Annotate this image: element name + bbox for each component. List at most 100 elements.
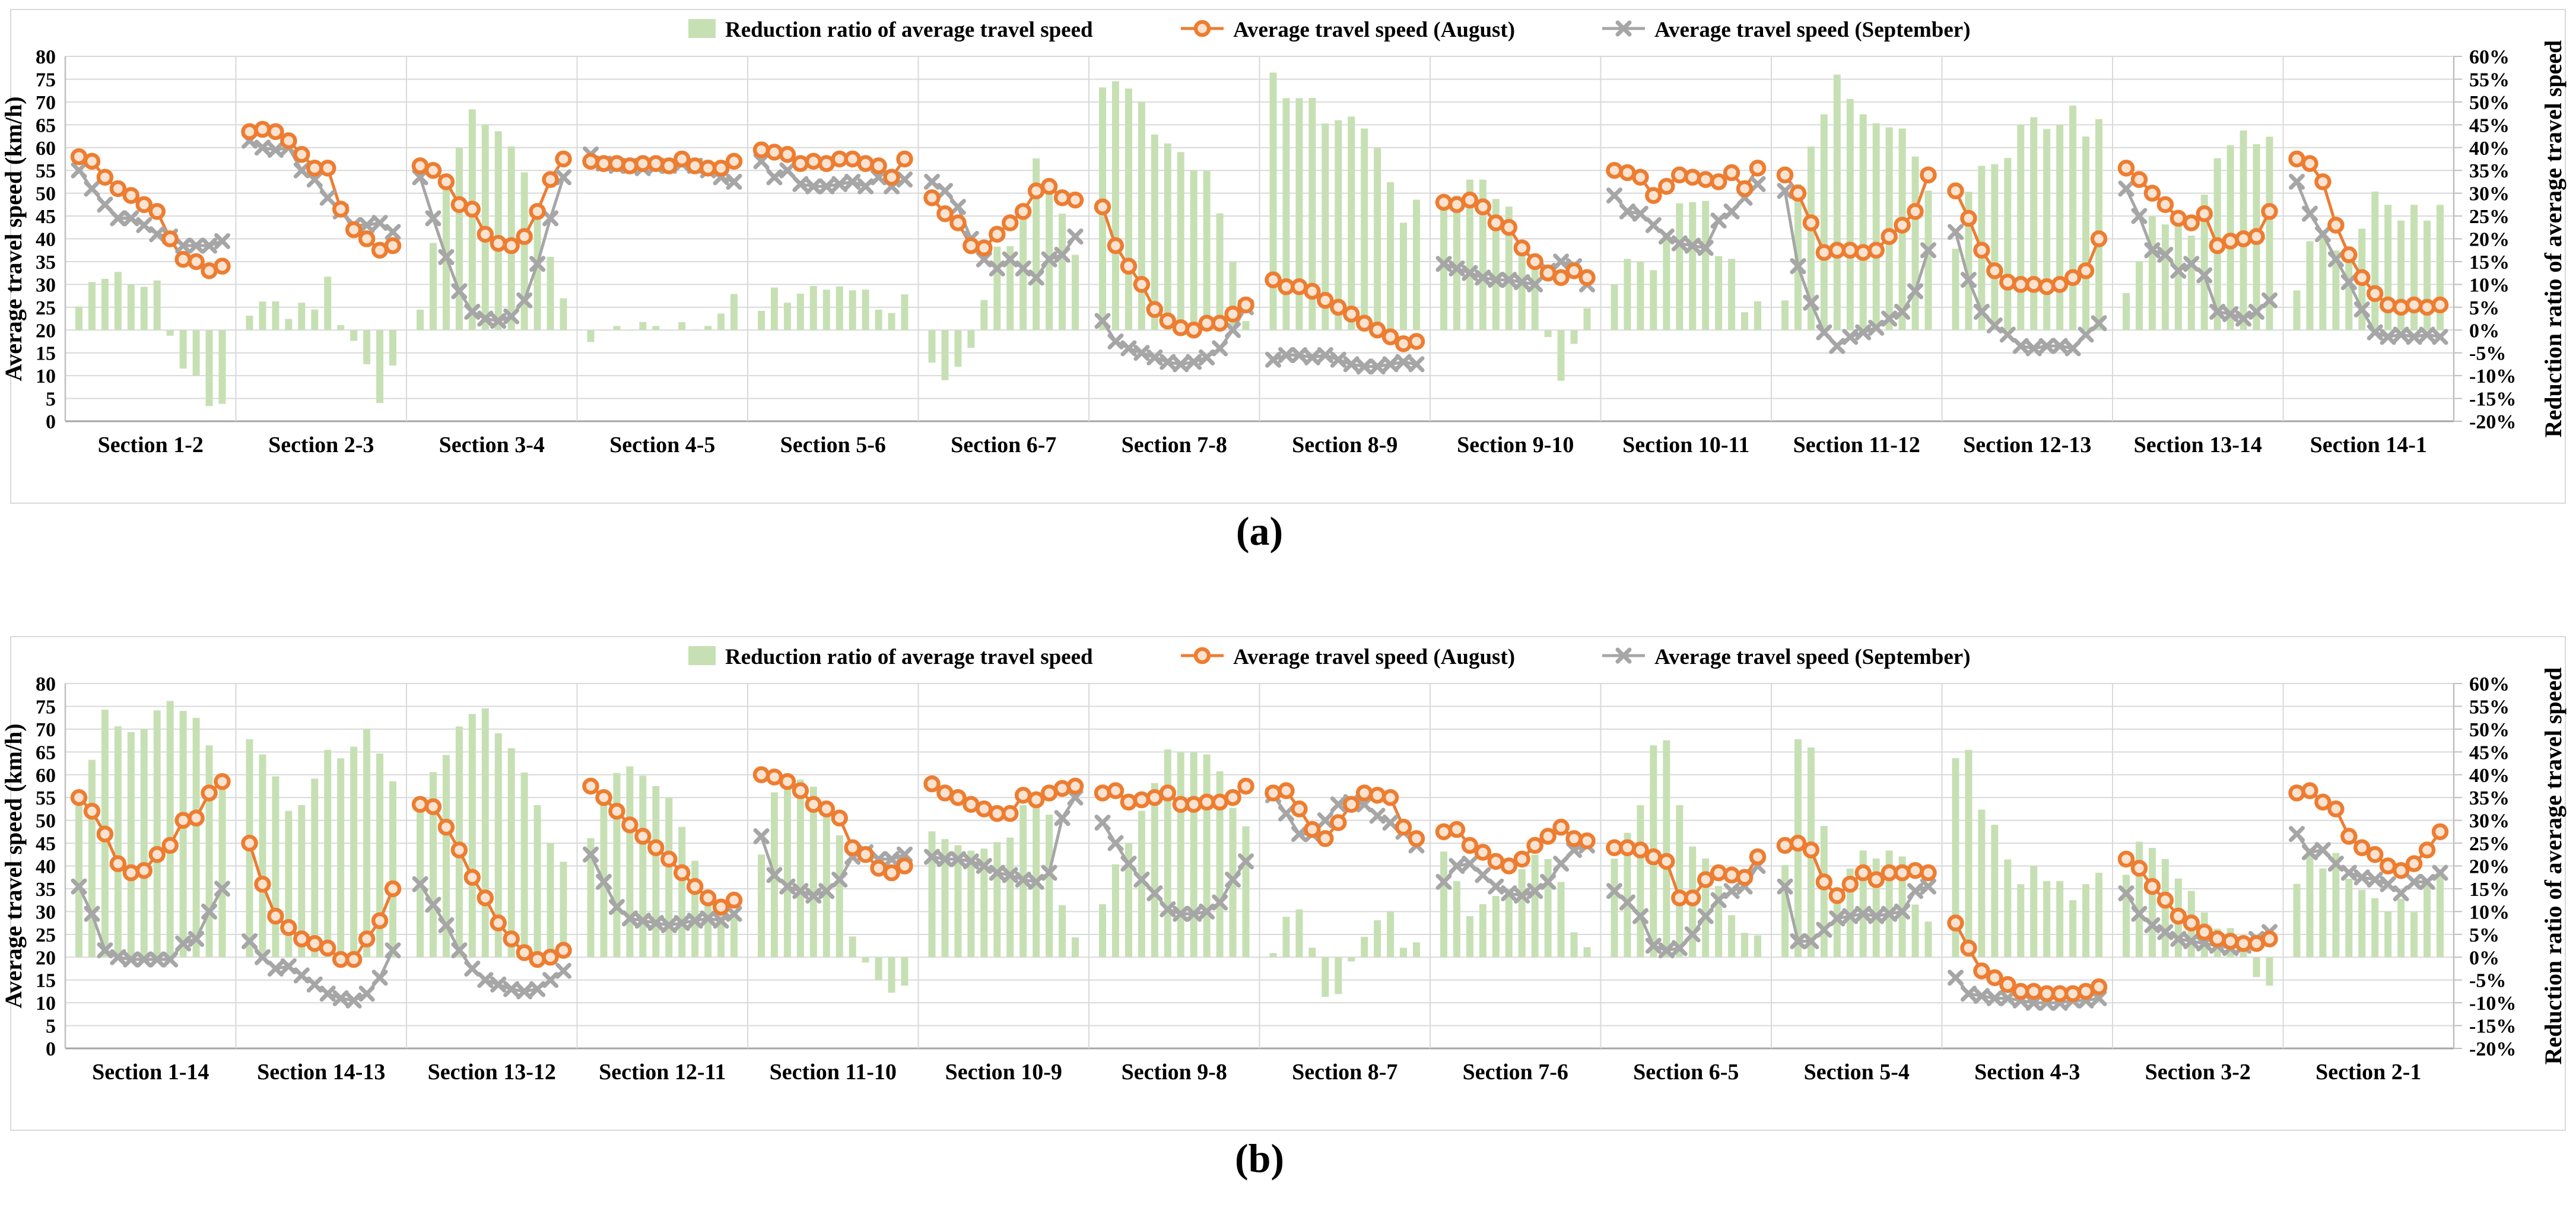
reduction-bar [1125,843,1132,958]
august-marker [306,934,323,952]
reduction-bar [758,854,765,958]
august-marker [2077,983,2095,1000]
september-marker [1553,856,1570,872]
reduction-bar [2069,105,2077,330]
september-marker [2183,256,2200,272]
september-marker [2064,340,2081,357]
left-axis-tick-label: 25 [36,297,56,319]
left-axis-tick-label: 60 [36,765,56,787]
right-axis-tick-label: 0% [2469,320,2499,342]
september-marker [1842,908,1859,924]
september-marker [2340,274,2357,291]
august-marker [1658,853,1675,870]
reduction-bar [1991,164,1999,330]
left-axis-tick-label: 45 [36,833,56,855]
september-marker [1002,867,1018,883]
reduction-bar [587,838,595,958]
reduction-bar [1466,916,1473,958]
right-axis-tick-label: -5% [2469,343,2506,365]
august-marker [936,784,954,802]
august-marker [109,180,127,198]
reduction-bar [2017,884,2025,958]
reduction-bar [1781,300,1789,330]
left-axis-tick-label: 50 [36,810,56,832]
september-marker [503,308,520,325]
august-marker [2064,985,2082,1002]
september-marker [1816,921,1832,938]
august-marker [1606,839,1623,856]
section-label: Section 11-10 [770,1060,897,1085]
september-marker [1527,276,1543,293]
september-marker [188,931,205,947]
august-marker [2431,296,2449,314]
september-marker [2327,856,2344,872]
reduction-bar [1282,917,1290,958]
august-marker [477,889,494,907]
reduction-bar [1440,851,1447,958]
reduction-bar [2030,117,2038,330]
august-marker [424,798,442,815]
reduction-bar [1611,284,1618,330]
august-marker [699,889,717,907]
august-marker [2183,214,2200,231]
reduction-bar [1965,749,1973,958]
reduction-bar [1505,888,1513,958]
reduction-bar [1624,259,1631,330]
left-axis-tick-label: 40 [36,229,56,251]
september-marker [1645,217,1662,233]
august-marker [201,262,218,279]
september-marker [687,913,703,929]
september-marker [136,217,153,233]
reduction-bar [2148,216,2156,330]
september-marker [1684,237,1701,254]
reduction-bar [1348,116,1355,330]
september-marker [1697,908,1714,924]
august-marker [792,155,809,172]
september-marker [1317,812,1333,829]
reduction-bar [1216,213,1224,330]
september-marker [477,310,494,327]
august-marker [595,789,612,806]
right-axis-tick-label: -10% [2469,993,2516,1015]
reduction-bar [1308,948,1316,958]
august-marker [188,809,205,827]
august-line [1954,922,2099,996]
september-marker [2432,329,2448,345]
september-marker [2051,338,2068,354]
september-marker [1619,203,1635,220]
reduction-bar [1322,957,1329,997]
august-marker [1539,828,1557,845]
september-marker [1671,235,1688,252]
reduction-bar [140,729,148,958]
september-marker [110,949,126,965]
reduction-bar [2069,900,2077,958]
september-marker [2144,242,2161,259]
august-line [1783,174,1930,255]
right-axis-tick-label: 25% [2469,833,2510,855]
august-marker [595,155,612,172]
august-marker [1973,241,1990,259]
reduction-bar [1046,815,1053,958]
reduction-bar [1190,170,1198,330]
panel-border [10,636,2566,1131]
reduction-bar [1242,826,1250,958]
september-marker [1790,258,1806,275]
reduction-bar [1269,72,1277,330]
september-marker [1948,969,1964,986]
september-marker [464,304,481,320]
left-axis-tick-label: 30 [36,901,56,923]
august-marker [1368,787,1386,804]
august-marker [1146,789,1164,806]
september-marker [1304,349,1320,365]
september-marker [1146,885,1163,902]
september-marker [1225,322,1241,338]
reduction-bar [1911,156,1919,330]
reduction-bar [1492,199,1500,330]
reduction-bar [363,330,371,364]
august-marker [634,828,652,845]
august-marker [2025,983,2043,1000]
august-marker [437,173,455,190]
reduction-bar [547,256,554,330]
august-marker [1513,850,1530,868]
september-marker [1369,358,1386,375]
